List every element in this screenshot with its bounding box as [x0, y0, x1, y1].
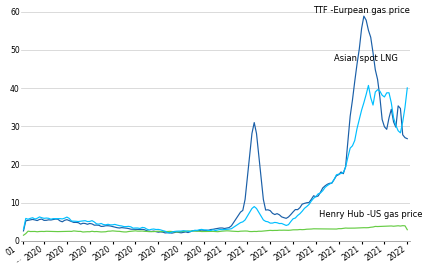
Text: Henry Hub -US gas price: Henry Hub -US gas price — [319, 210, 422, 220]
Text: TTF -Eurpean gas price: TTF -Eurpean gas price — [313, 6, 410, 15]
Text: Asian spot LNG: Asian spot LNG — [334, 54, 398, 63]
